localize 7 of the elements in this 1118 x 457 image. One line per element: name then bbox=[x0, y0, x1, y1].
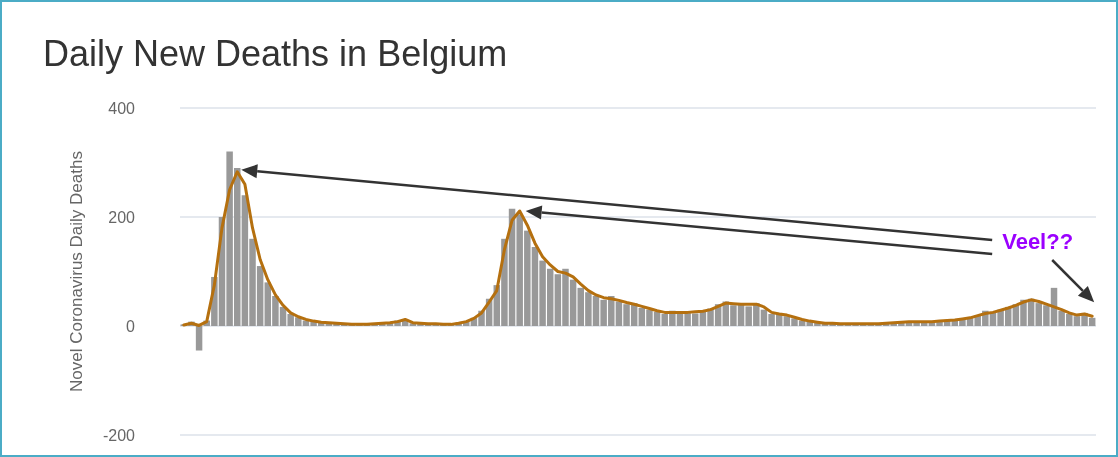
y-tick-label: 400 bbox=[108, 99, 136, 117]
chart-title: Daily New Deaths in Belgium bbox=[43, 32, 508, 74]
y-tick-label: 0 bbox=[126, 317, 136, 335]
annotation: Veel?? bbox=[1002, 228, 1074, 254]
y-tick-label: -200 bbox=[102, 426, 136, 444]
y-axis-title: Novel Coronavirus Daily Deaths bbox=[67, 151, 86, 392]
y-tick-label: 200 bbox=[108, 208, 136, 226]
